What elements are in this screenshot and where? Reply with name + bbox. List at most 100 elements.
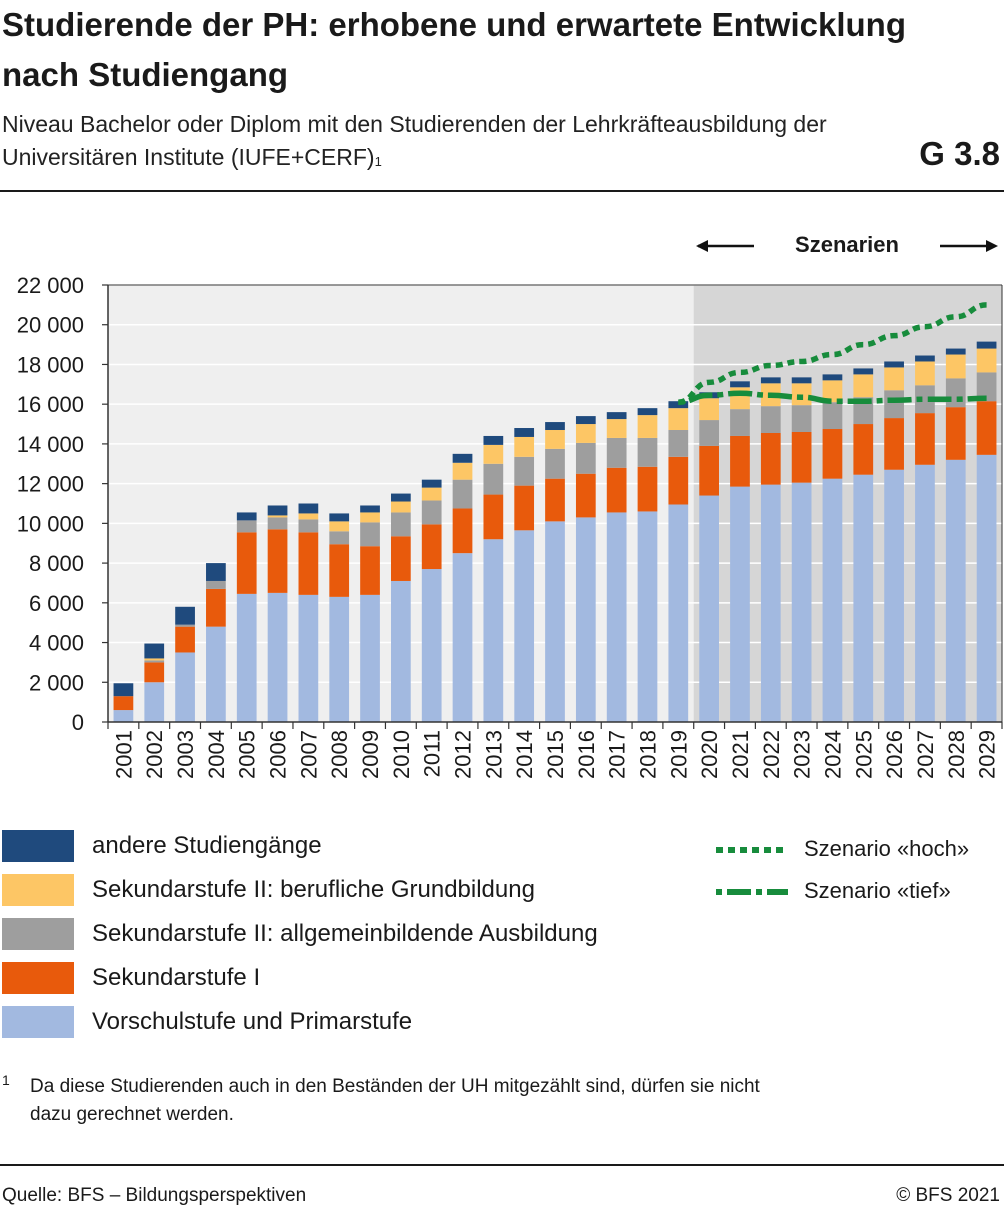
bar-segment <box>390 580 411 722</box>
bar-segment <box>421 487 442 501</box>
bar-segment <box>545 521 565 722</box>
bar-segment <box>668 504 689 722</box>
bar-segment <box>144 643 165 659</box>
legend-label: Sekundarstufe II: berufliche Grundbildun… <box>92 876 535 903</box>
bar-segment <box>360 512 380 523</box>
bar-segment <box>637 511 658 722</box>
y-tick-label: 16 000 <box>17 392 84 417</box>
copyright-text: © BFS 2021 <box>896 1185 1000 1206</box>
bar-segment <box>390 536 411 581</box>
bar-segment <box>976 401 997 455</box>
bar-segment <box>606 419 627 438</box>
bar-segment <box>483 463 504 495</box>
bar-segment <box>976 348 997 373</box>
bar-segment <box>699 420 720 446</box>
bar-segment <box>791 405 812 432</box>
legend-item-sek1: Sekundarstufe I <box>2 962 662 996</box>
legend-item-primar: Vorschulstufe und Primarstufe <box>2 1006 662 1040</box>
bar-segment <box>298 532 319 595</box>
legend-swatch <box>2 918 74 950</box>
chart-plot: 0 2 000 4 000 6 000 8 000 10 000 12 000 14 000 1… <box>17 273 1003 779</box>
bar-segment <box>699 398 720 421</box>
bar-segment <box>668 408 689 431</box>
x-tick-label: 2021 <box>728 730 753 779</box>
bar-segment <box>945 348 966 355</box>
bar-segment <box>360 546 380 595</box>
bar-segment <box>267 515 288 518</box>
x-tick-label: 2012 <box>451 730 476 779</box>
bar-segment <box>514 428 535 437</box>
bar-segment <box>390 501 411 513</box>
x-tick-label: 2011 <box>420 730 445 777</box>
bar-segment <box>267 592 288 722</box>
legend-item-andere: andere Studiengänge <box>2 830 662 864</box>
bar-segment <box>175 626 195 653</box>
bar-segment <box>483 539 504 722</box>
x-tick-label: 2005 <box>235 730 260 779</box>
x-tick-label: 2006 <box>266 730 291 779</box>
bar-segment <box>144 662 165 683</box>
legend-label: Vorschulstufe und Primarstufe <box>92 1008 413 1035</box>
scenario-line <box>677 302 987 405</box>
legend-item-tief: Szenario «tief» <box>714 878 1002 916</box>
y-tick-label: 14 000 <box>17 432 84 457</box>
bar-segment <box>421 500 442 525</box>
bar-segment <box>329 513 350 522</box>
legend-label: Szenario «hoch» <box>804 836 970 861</box>
bar-segment <box>915 464 935 722</box>
bar-segment <box>915 413 935 465</box>
bar-segment <box>915 361 935 386</box>
bar-segment <box>637 466 658 512</box>
bar-segment <box>514 456 535 486</box>
bar-segment <box>175 606 195 625</box>
bar-segment <box>113 710 134 722</box>
bar-segment <box>452 453 473 463</box>
bar-segment <box>637 415 658 438</box>
x-tick-label: 2028 <box>944 730 969 779</box>
bar-segment <box>421 569 442 722</box>
bar-segment <box>853 374 874 398</box>
bar-segment <box>730 409 750 436</box>
bar-segment <box>452 553 473 722</box>
bar-segment <box>791 377 812 384</box>
x-tick-label: 2024 <box>820 730 845 779</box>
x-tick-label: 2014 <box>512 730 537 779</box>
bar-segment <box>668 401 689 409</box>
bar-segment <box>175 652 195 722</box>
bar-segment <box>637 408 658 416</box>
bar-segment <box>760 377 781 384</box>
bar-segment <box>236 532 257 594</box>
source-text: Quelle: BFS – Bildungsperspektiven <box>2 1185 307 1206</box>
bar-segment <box>945 378 966 408</box>
bar-segment <box>822 374 843 381</box>
scenario-arrows <box>696 240 998 252</box>
bar-segment <box>298 513 319 520</box>
bar-segment <box>668 430 689 457</box>
bar-segment <box>668 456 689 505</box>
y-tick-label: 4 000 <box>29 631 84 656</box>
bar-segment <box>822 478 843 722</box>
legend-item-hoch: Szenario «hoch» <box>714 836 1002 874</box>
bar-segment <box>730 486 750 722</box>
bar-segment <box>452 462 473 480</box>
bar-segment <box>575 416 596 425</box>
bar-segment <box>730 381 750 388</box>
bar-segment <box>360 594 380 722</box>
bar-segment <box>915 355 935 362</box>
bar-segment <box>298 594 319 722</box>
x-tick-label: 2027 <box>913 730 938 779</box>
bar-segment <box>329 521 350 532</box>
x-tick-label: 2017 <box>605 730 630 779</box>
x-tick-label: 2025 <box>851 730 876 779</box>
bar-segment <box>760 432 781 485</box>
bar-segment <box>606 412 627 420</box>
bar-segment <box>236 512 257 521</box>
footer-rule <box>0 1164 1004 1166</box>
y-tick-label: 20 000 <box>17 313 84 338</box>
bar-segment <box>452 479 473 509</box>
bar-segment <box>945 354 966 379</box>
y-tick-label: 10 000 <box>17 511 84 536</box>
bar-segment <box>760 406 781 433</box>
y-tick-label: 18 000 <box>17 352 84 377</box>
bar-segment <box>791 482 812 722</box>
